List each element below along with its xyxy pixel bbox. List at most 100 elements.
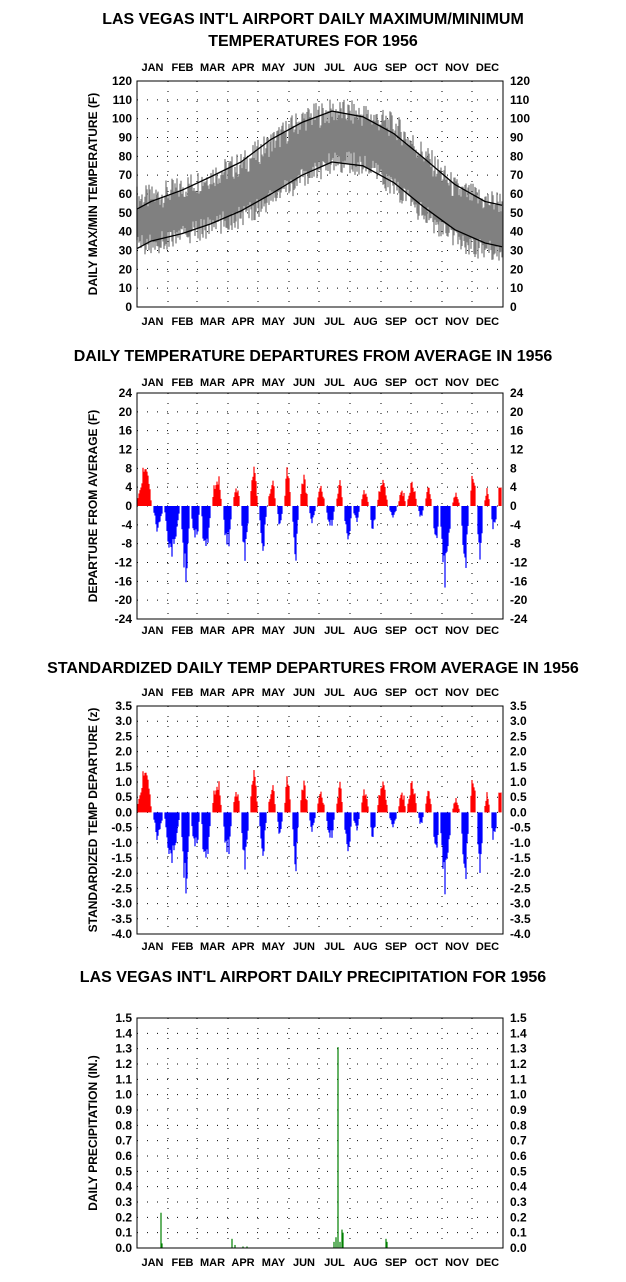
depart-y-tick-label-left: 0 <box>125 499 132 513</box>
standard-y-tick-label-left: 1.5 <box>115 760 132 774</box>
depart-month-label-top: OCT <box>415 377 439 389</box>
precip-y-tick-label-right: 0.0 <box>510 1241 527 1255</box>
precip-month-label-bottom: JUL <box>324 1257 345 1269</box>
depart-y-tick-label-right: 4 <box>510 480 517 494</box>
precip-month-label-bottom: OCT <box>415 1257 439 1269</box>
temps-month-label-top: SEP <box>385 62 407 74</box>
precip-y-tick-label-right: 1.3 <box>510 1042 527 1056</box>
depart-month-label-bottom: SEP <box>385 625 407 637</box>
standard-month-label-top: FEB <box>172 687 194 699</box>
standard-y-tick-label-left: 2.0 <box>115 745 132 759</box>
depart-y-tick-label-right: 0 <box>510 499 517 513</box>
temps-month-label-bottom: SEP <box>385 316 407 328</box>
depart-month-label-bottom: MAR <box>200 625 225 637</box>
standard-y-tick-label-right: 0.5 <box>510 790 527 804</box>
standard-y-tick-label-right: 2.0 <box>510 745 527 759</box>
temps-month-label-top: JUN <box>293 62 315 74</box>
temps-y-tick-label-left: 80 <box>119 149 133 163</box>
temps-y-axis-label: DAILY MAX/MIN TEMPERATURE (F) <box>86 93 100 295</box>
standard-y-tick-label-right: -3.0 <box>510 897 531 911</box>
temps-month-label-bottom: OCT <box>415 316 439 328</box>
depart-chart: DAILY TEMPERATURE DEPARTURES FROM AVERAG… <box>74 348 553 637</box>
precip-y-tick-label-left: 0.1 <box>115 1226 132 1240</box>
standard-y-tick-label-left: 0.5 <box>115 790 132 804</box>
standard-month-label-top: JAN <box>141 687 163 699</box>
depart-y-tick-label-right: -20 <box>510 593 528 607</box>
temps-month-label-bottom: FEB <box>172 316 194 328</box>
depart-month-label-top: SEP <box>385 377 407 389</box>
depart-y-tick-label-left: -16 <box>115 574 133 588</box>
standard-month-label-top: JUN <box>293 687 315 699</box>
precip-y-tick-label-right: 0.4 <box>510 1180 527 1194</box>
standard-month-label-bottom: DEC <box>476 941 499 953</box>
standard-month-label-top: APR <box>231 687 254 699</box>
depart-month-label-top: NOV <box>445 377 470 389</box>
temps-y-tick-label-left: 110 <box>113 93 133 107</box>
temps-y-tick-label-left: 30 <box>119 244 133 258</box>
precip-y-tick-label-left: 0.8 <box>115 1118 132 1132</box>
precip-y-tick-label-left: 0.5 <box>115 1164 132 1178</box>
standard-y-tick-label-right: -2.0 <box>510 866 531 880</box>
depart-month-label-top: MAY <box>262 377 286 389</box>
temps-title-line-1: LAS VEGAS INT'L AIRPORT DAILY MAXIMUM/MI… <box>102 11 524 28</box>
precip-y-tick-label-left: 1.3 <box>115 1042 132 1056</box>
standard-month-label-bottom: SEP <box>385 941 407 953</box>
standard-month-label-top: OCT <box>415 687 439 699</box>
depart-month-label-bottom: FEB <box>172 625 194 637</box>
depart-y-tick-label-left: -20 <box>115 593 133 607</box>
precip-y-tick-label-left: 1.1 <box>115 1072 132 1086</box>
precip-month-label-bottom: NOV <box>445 1257 470 1269</box>
precip-series <box>160 1047 388 1248</box>
depart-y-tick-label-right: 16 <box>510 424 524 438</box>
precip-y-axis-label: DAILY PRECIPITATION (IN.) <box>86 1055 100 1211</box>
depart-month-label-bottom: OCT <box>415 625 439 637</box>
normal-min-line <box>136 161 503 250</box>
standard-month-label-top: AUG <box>353 687 377 699</box>
depart-month-label-bottom: DEC <box>476 625 499 637</box>
temps-month-label-bottom: AUG <box>353 316 377 328</box>
precip-grid <box>137 1018 503 1248</box>
depart-month-label-top: JUN <box>293 377 315 389</box>
depart-y-tick-label-right: -24 <box>510 612 528 626</box>
depart-month-label-top: JAN <box>141 377 163 389</box>
standard-month-label-bottom: AUG <box>353 941 377 953</box>
standard-month-label-top: SEP <box>385 687 407 699</box>
standard-y-tick-label-left: 3.0 <box>115 714 132 728</box>
precip-y-tick-label-left: 0.0 <box>115 1241 132 1255</box>
temps-month-label-top: NOV <box>445 62 470 74</box>
temps-y-tick-label-right: 50 <box>510 206 524 220</box>
depart-y-tick-label-left: 24 <box>119 386 133 400</box>
depart-month-label-bottom: APR <box>231 625 254 637</box>
standard-chart: STANDARDIZED DAILY TEMP DEPARTURES FROM … <box>47 660 579 953</box>
standard-y-tick-label-right: 1.5 <box>510 760 527 774</box>
standard-month-label-bottom: OCT <box>415 941 439 953</box>
standard-y-tick-label-left: 1.0 <box>115 775 132 789</box>
standard-y-tick-label-right: 3.0 <box>510 714 527 728</box>
depart-month-label-bottom: AUG <box>353 625 377 637</box>
standard-y-axis-label: STANDARDIZED TEMP DEPARTURE (z) <box>86 708 100 933</box>
standard-y-tick-label-right: -4.0 <box>510 927 531 941</box>
temps-y-tick-label-left: 10 <box>119 281 133 295</box>
temps-y-tick-label-right: 40 <box>510 225 524 239</box>
standard-y-tick-label-right: 3.5 <box>510 699 527 713</box>
depart-y-tick-label-left: -12 <box>115 556 133 570</box>
precip-y-tick-label-left: 0.4 <box>115 1180 132 1194</box>
precip-y-tick-label-right: 1.1 <box>510 1072 527 1086</box>
depart-y-axis-label: DEPARTURE FROM AVERAGE (F) <box>86 410 100 602</box>
temps-y-tick-label-right: 90 <box>510 131 524 145</box>
normal-max-line <box>136 110 503 210</box>
temps-y-tick-label-right: 70 <box>510 168 524 182</box>
standard-month-label-bottom: NOV <box>445 941 470 953</box>
precip-y-tick-label-right: 0.2 <box>510 1210 527 1224</box>
temps-y-tick-label-left: 20 <box>119 262 133 276</box>
temps-month-label-top: JAN <box>141 62 163 74</box>
temps-y-tick-label-right: 100 <box>510 112 530 126</box>
standard-y-tick-label-left: -0.5 <box>111 821 132 835</box>
standard-y-tick-label-left: 3.5 <box>115 699 132 713</box>
precip-month-label-bottom: AUG <box>353 1257 377 1269</box>
precip-y-tick-label-right: 0.3 <box>510 1195 527 1209</box>
depart-y-tick-label-right: 12 <box>510 443 524 457</box>
temps-chart: LAS VEGAS INT'L AIRPORT DAILY MAXIMUM/MI… <box>86 11 530 328</box>
depart-y-tick-label-left: 4 <box>125 480 132 494</box>
